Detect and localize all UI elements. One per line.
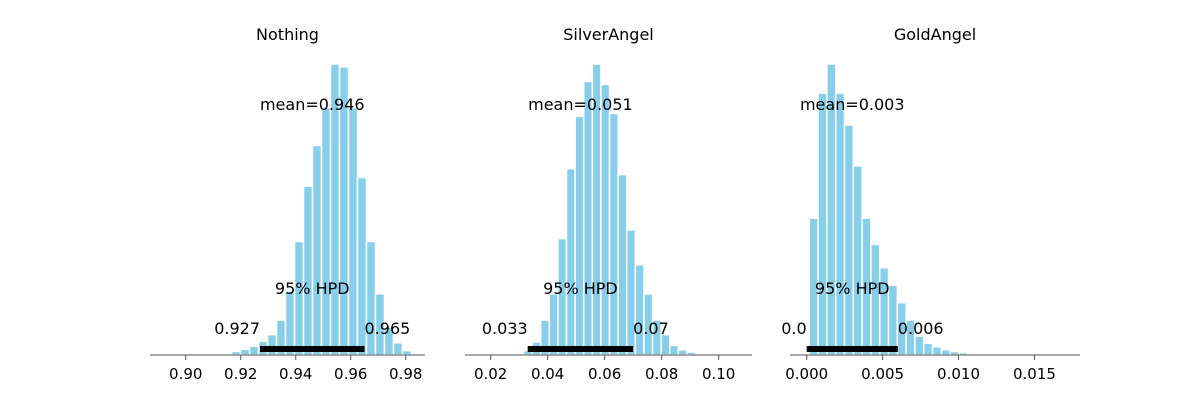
- panel-title: SilverAngel: [563, 25, 653, 44]
- histogram-bar: [852, 165, 863, 356]
- hpd-high-label: 0.07: [633, 319, 669, 338]
- histogram-bar: [931, 346, 943, 356]
- x-tick-label: 0.005: [861, 365, 904, 383]
- x-tick-label: 0.06: [588, 365, 621, 383]
- x-tick-label: 0.90: [169, 365, 202, 383]
- histogram-bar: [677, 349, 688, 356]
- panel-goldangel: 0.000 0.005 0.010 0.015 GoldAngel mean=0.003 9…: [781, 25, 1080, 383]
- histogram-bar: [634, 264, 645, 356]
- histogram-bar: [347, 106, 359, 356]
- histogram-bar: [617, 173, 628, 356]
- histogram-bar: [302, 185, 314, 356]
- histogram-bar: [392, 342, 404, 356]
- x-tick-label: 0.92: [224, 365, 257, 383]
- x-tick-label: 0.010: [937, 365, 980, 383]
- histogram-bar: [320, 106, 332, 356]
- hpd-high-label: 0.965: [365, 319, 411, 338]
- histogram-bar: [669, 344, 680, 356]
- mean-label: mean=0.946: [260, 95, 365, 114]
- x-tick-label: 0.015: [1013, 365, 1056, 383]
- x-tick-label: 0.000: [785, 365, 828, 383]
- histogram-bar: [914, 335, 925, 356]
- hpd-low-label: 0.927: [214, 319, 260, 338]
- histogram-bar: [239, 348, 251, 356]
- x-tick-label: 0.10: [702, 365, 735, 383]
- histogram-bar: [230, 350, 242, 356]
- panel-title: GoldAngel: [894, 25, 976, 44]
- x-tick-label: 0.08: [645, 365, 678, 383]
- histogram-bar: [293, 240, 305, 356]
- histogram-bar: [843, 124, 855, 356]
- hpd-low-label: 0.033: [482, 319, 528, 338]
- histogram-bar: [574, 115, 585, 356]
- histogram-bar: [949, 350, 960, 356]
- mean-label: mean=0.003: [800, 95, 905, 114]
- mean-label: mean=0.051: [528, 95, 633, 114]
- x-tick-label: 0.98: [389, 365, 422, 383]
- histogram-bar: [548, 293, 559, 356]
- x-tick-label: 0.96: [334, 365, 367, 383]
- panel-silverangel: 0.02 0.04 0.06 0.08 0.10 SilverAngel mean=0.05…: [465, 25, 752, 383]
- hpd-label: 95% HPD: [543, 279, 618, 298]
- histogram-bar: [582, 80, 594, 356]
- hpd-label: 95% HPD: [275, 279, 350, 298]
- x-tick-label: 0.94: [279, 365, 312, 383]
- panel-title: Nothing: [256, 25, 319, 44]
- histogram-bar: [834, 92, 846, 356]
- x-tick-label: 0.04: [531, 365, 564, 383]
- histogram-bar: [401, 349, 413, 356]
- histogram-bar: [311, 144, 323, 356]
- histogram-bar: [565, 168, 576, 356]
- histogram-bar: [284, 290, 296, 356]
- histogram-bar: [817, 92, 828, 356]
- histogram-bar: [608, 112, 619, 356]
- hpd-label: 95% HPD: [815, 279, 890, 298]
- hpd-low-label: 0.0: [781, 319, 806, 338]
- histogram-bar: [923, 342, 934, 356]
- histogram-bar: [870, 243, 881, 356]
- histogram-bar: [600, 83, 611, 356]
- panel-nothing: 0.90 0.92 0.94 0.96 0.98 Nothing mean=0.946 95%…: [150, 25, 425, 383]
- hpd-high-label: 0.006: [898, 319, 944, 338]
- histogram-bar: [887, 284, 899, 356]
- histogram-bar: [248, 345, 260, 356]
- histogram-bar: [940, 349, 951, 356]
- x-tick-label: 0.02: [474, 365, 507, 383]
